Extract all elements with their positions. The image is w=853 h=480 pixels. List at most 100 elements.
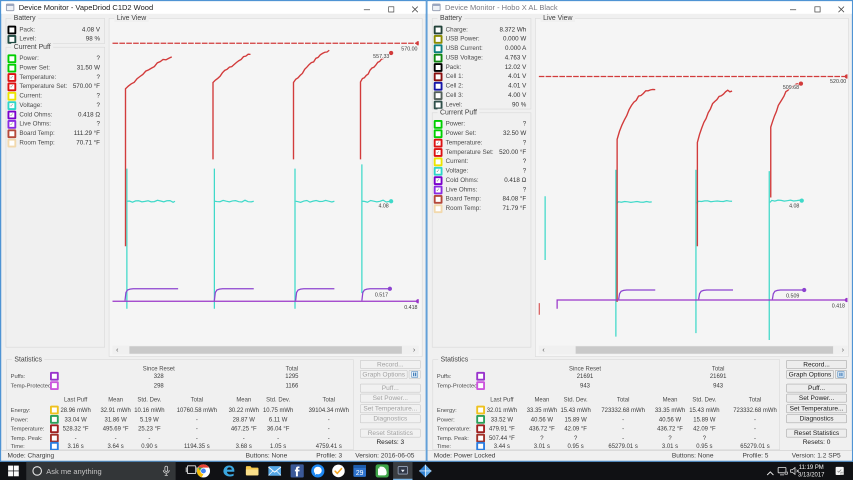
volume-icon[interactable]	[790, 466, 800, 478]
network-icon[interactable]	[777, 467, 789, 479]
scroll-thumb[interactable]	[575, 346, 834, 354]
series-color-checkbox[interactable]	[433, 204, 443, 213]
taskbar-icon-calendar[interactable]: 29	[348, 462, 372, 480]
series-color-checkbox[interactable]	[7, 34, 17, 44]
stats-cell: 5.19 W	[139, 415, 159, 423]
series-color-checkbox[interactable]	[50, 371, 59, 381]
series-color-checkbox[interactable]	[7, 63, 17, 73]
graph-options-button: Graph Options	[360, 370, 408, 379]
stats-cell: 15.89 W	[564, 415, 587, 423]
diagnostics-button[interactable]: Diagnostics	[786, 414, 847, 424]
window-titlebar[interactable]: Device Monitor - VapeDriod C1D2 Wood	[1, 1, 426, 14]
tray-date: 3/13/2017	[798, 470, 825, 478]
minimize-button[interactable]	[356, 1, 377, 14]
series-color-checkbox[interactable]: ✓	[7, 100, 17, 110]
series-color-checkbox[interactable]: ✓	[433, 147, 443, 157]
series-color-checkbox[interactable]	[50, 405, 59, 415]
series-color-checkbox[interactable]	[433, 194, 443, 204]
series-color-checkbox[interactable]: ✓	[433, 166, 443, 176]
reset-statistics-button[interactable]: Reset Statistics	[786, 428, 847, 438]
series-color-checkbox[interactable]	[50, 433, 59, 443]
series-color-checkbox[interactable]: ✓	[433, 138, 443, 148]
action-center-icon[interactable]	[835, 466, 844, 479]
series-color-checkbox[interactable]	[50, 414, 59, 424]
series-color-checkbox[interactable]	[433, 34, 443, 44]
record-button[interactable]: Record...	[786, 360, 847, 369]
puff-button[interactable]: Puff...	[786, 383, 847, 393]
clock[interactable]: 11:19 PM 3/13/2017	[792, 464, 831, 478]
series-color-checkbox[interactable]	[7, 129, 17, 138]
series-color-checkbox[interactable]: ✓	[7, 119, 17, 129]
series-color-checkbox[interactable]	[50, 441, 59, 451]
series-color-checkbox[interactable]	[50, 380, 59, 390]
chart-scrollbar[interactable]: ‹ ›	[112, 345, 419, 355]
row-label: Power Set:	[445, 130, 477, 137]
series-color-checkbox[interactable]	[433, 44, 443, 53]
series-color-checkbox[interactable]	[476, 441, 485, 451]
series-color-checkbox[interactable]: ✓	[433, 175, 443, 185]
series-color-checkbox[interactable]: ✓	[433, 185, 443, 195]
taskbar-icon-tasks-check[interactable]	[326, 462, 350, 480]
taskbar-icon-mail[interactable]	[263, 462, 287, 480]
chart-scrollbar[interactable]: ‹ ›	[538, 345, 848, 355]
search-input[interactable]	[46, 461, 153, 480]
set-power-button[interactable]: Set Power...	[786, 393, 847, 403]
hidden-icons-caret[interactable]	[766, 468, 774, 479]
close-button[interactable]	[404, 1, 425, 14]
series-color-checkbox[interactable]	[433, 157, 443, 166]
scroll-left-arrow[interactable]: ‹	[115, 345, 119, 354]
series-color-checkbox[interactable]	[476, 371, 485, 381]
series-color-checkbox[interactable]	[433, 119, 443, 129]
taskbar-icon-facebook[interactable]	[285, 462, 309, 480]
minimize-button[interactable]	[783, 1, 804, 14]
row-label: Temperature:	[19, 73, 57, 81]
row-value: 0.418 Ω	[77, 111, 100, 119]
taskbar-icon-evernote[interactable]	[370, 462, 394, 480]
pause-icon	[837, 371, 845, 378]
series-color-checkbox[interactable]	[476, 414, 485, 424]
current_puff-row: Current:?	[433, 157, 531, 166]
maximize-button[interactable]	[807, 1, 828, 14]
series-color-checkbox[interactable]	[433, 25, 443, 35]
series-color-checkbox[interactable]	[7, 25, 17, 35]
svg-text:4.08: 4.08	[789, 204, 799, 210]
series-color-checkbox[interactable]	[476, 424, 485, 433]
series-color-checkbox[interactable]	[476, 433, 485, 443]
taskbar-icon-file-explorer[interactable]	[240, 462, 264, 480]
scroll-right-arrow[interactable]: ›	[412, 345, 416, 354]
microphone-icon[interactable]	[162, 465, 171, 480]
graph-options-pause-button[interactable]	[835, 370, 847, 379]
series-color-checkbox[interactable]: ✓	[7, 82, 17, 91]
scroll-thumb[interactable]	[129, 346, 402, 354]
taskbar-icon-messenger[interactable]	[306, 462, 330, 480]
set-temperature-button[interactable]: Set Temperature...	[786, 404, 847, 414]
taskbar-button-device-monitor[interactable]	[393, 461, 413, 480]
taskbar-icon-diamond-app[interactable]	[413, 462, 437, 480]
series-color-checkbox[interactable]	[7, 91, 17, 101]
scroll-left-arrow[interactable]: ‹	[542, 345, 545, 354]
series-color-checkbox[interactable]	[433, 129, 443, 138]
close-button[interactable]	[831, 1, 852, 14]
window-titlebar[interactable]: Device Monitor - Hobo X AL Black	[427, 1, 852, 14]
series-color-checkbox[interactable]	[7, 138, 17, 148]
taskbar-icon-edge[interactable]	[217, 462, 241, 480]
series-color-checkbox[interactable]	[476, 380, 485, 390]
series-color-checkbox[interactable]	[50, 424, 59, 433]
series-color-checkbox[interactable]	[433, 90, 443, 100]
series-color-checkbox[interactable]	[7, 54, 17, 63]
graph-options-button[interactable]: Graph Options	[786, 370, 834, 379]
start-button[interactable]	[0, 462, 26, 480]
scroll-right-arrow[interactable]: ›	[841, 345, 845, 354]
maximize-button[interactable]	[380, 1, 401, 14]
stats-cell: 40.56 W	[530, 415, 553, 423]
series-color-checkbox[interactable]	[433, 72, 443, 81]
search-box[interactable]	[26, 461, 176, 480]
series-color-checkbox[interactable]: ✓	[7, 72, 17, 82]
series-color-checkbox[interactable]	[433, 100, 443, 110]
series-color-checkbox[interactable]	[433, 53, 443, 63]
taskbar-icon-chrome[interactable]	[191, 462, 215, 480]
series-color-checkbox[interactable]	[476, 405, 485, 415]
series-color-checkbox[interactable]	[433, 62, 443, 72]
series-color-checkbox[interactable]: ✓	[7, 110, 17, 120]
series-color-checkbox[interactable]	[433, 81, 443, 91]
